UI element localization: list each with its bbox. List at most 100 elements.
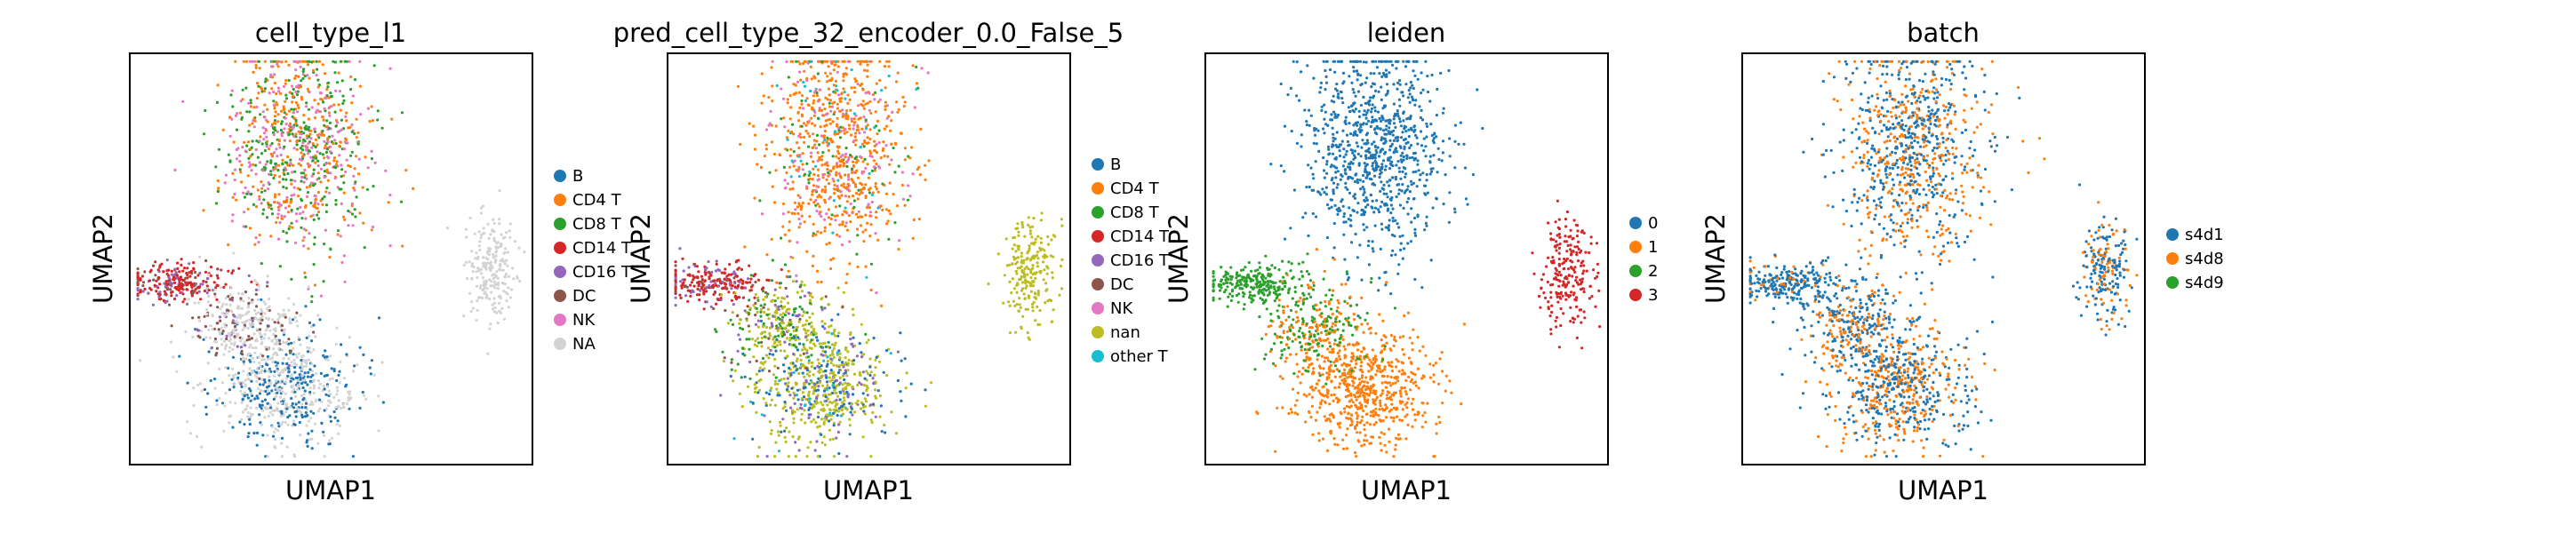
point-nk [306, 74, 309, 77]
point-dc [798, 317, 802, 321]
point-cd8-t [284, 178, 288, 181]
point-na [327, 389, 331, 393]
point-b [764, 391, 768, 394]
point-nan [823, 443, 827, 447]
point-cd4-t [276, 113, 280, 116]
point-cd8-t [400, 111, 404, 115]
point-na [469, 309, 473, 314]
point-cd16-t [254, 288, 259, 291]
point-cd14-t [692, 284, 696, 288]
point-cd4-t [791, 180, 795, 184]
point-b [308, 390, 312, 394]
point-nan [770, 398, 773, 402]
point-nk [305, 195, 309, 199]
point-na [475, 319, 478, 322]
point-b [318, 318, 322, 322]
point-nk [769, 109, 772, 113]
point-cd4-t [238, 111, 243, 115]
point-cd16-t [852, 345, 855, 348]
point-cd4-t [850, 120, 854, 123]
point-na [259, 389, 262, 393]
point-cd4-t [284, 82, 287, 85]
point-cd4-t [291, 226, 294, 229]
point-cd4-t [852, 195, 855, 198]
point-nan [799, 418, 803, 422]
point-na [271, 413, 275, 417]
point-na [492, 252, 495, 256]
point-nan [738, 318, 742, 322]
point-dc [167, 303, 172, 306]
point-nan [852, 372, 857, 376]
point-na [272, 353, 276, 356]
point-cd14-t [715, 262, 718, 266]
point-na [306, 346, 309, 349]
point-cd4-t [307, 247, 310, 251]
point-cd4-t [803, 122, 806, 125]
point-dc [841, 306, 844, 309]
point-nan [756, 337, 760, 340]
point-cd8-t [293, 170, 297, 173]
point-cd4-t [845, 131, 849, 134]
point-cd4-t [859, 62, 862, 66]
point-nk [329, 150, 332, 154]
point-b [271, 434, 276, 438]
point-nk [267, 187, 270, 191]
point-nan [797, 320, 801, 323]
point-nan [1012, 235, 1017, 239]
point-cd16-t [730, 287, 733, 290]
point-cd4-t [774, 124, 778, 128]
point-b [838, 390, 842, 394]
point-nk [224, 173, 228, 177]
point-0 [1414, 170, 1418, 173]
point-cd4-t [246, 174, 250, 178]
point-dc [250, 337, 253, 340]
point-cd14-t [209, 266, 213, 269]
point-na [490, 264, 493, 267]
point-b [311, 373, 315, 377]
point-nk [238, 160, 242, 163]
point-b [836, 370, 841, 375]
point-cd4-t [231, 195, 235, 199]
point-na [169, 340, 172, 344]
point-cd4-t [797, 202, 801, 205]
point-b [289, 379, 292, 383]
point-nan [786, 337, 789, 340]
point-nk [836, 70, 839, 74]
point-b [325, 373, 329, 377]
point-0 [1426, 75, 1429, 78]
point-na [246, 326, 250, 330]
point-b [843, 378, 846, 382]
point-cd8-t [327, 81, 331, 84]
point-b [323, 355, 327, 359]
point-nk [274, 164, 277, 168]
point-nk [300, 158, 303, 162]
point-na [268, 337, 271, 340]
point-0 [1423, 228, 1427, 232]
point-nk [345, 158, 348, 162]
point-cd8-t [832, 112, 836, 116]
point-0 [1295, 94, 1299, 98]
point-cd14-t [723, 277, 726, 281]
point-na [487, 246, 491, 251]
point-cd4-t [287, 109, 292, 113]
point-nan [794, 455, 797, 458]
point-0 [1386, 209, 1389, 212]
point-0 [1399, 146, 1403, 149]
point-cd4-t [275, 100, 278, 104]
point-nan [780, 296, 784, 299]
point-0 [1320, 105, 1324, 108]
point-cd8-t [324, 210, 328, 213]
point-cd8-t [864, 118, 868, 122]
point-nan [816, 401, 820, 405]
point-cd8-t [853, 156, 857, 160]
point-nan [1036, 257, 1040, 260]
point-na [329, 354, 332, 358]
point-cd14-t [180, 263, 183, 266]
point-cd4-t [856, 265, 860, 269]
point-nk [248, 60, 252, 63]
point-cd4-t [869, 288, 873, 292]
point-cd4-t [831, 140, 835, 144]
point-dc [231, 321, 235, 324]
point-cd8-t [810, 338, 813, 342]
point-b [287, 370, 291, 374]
